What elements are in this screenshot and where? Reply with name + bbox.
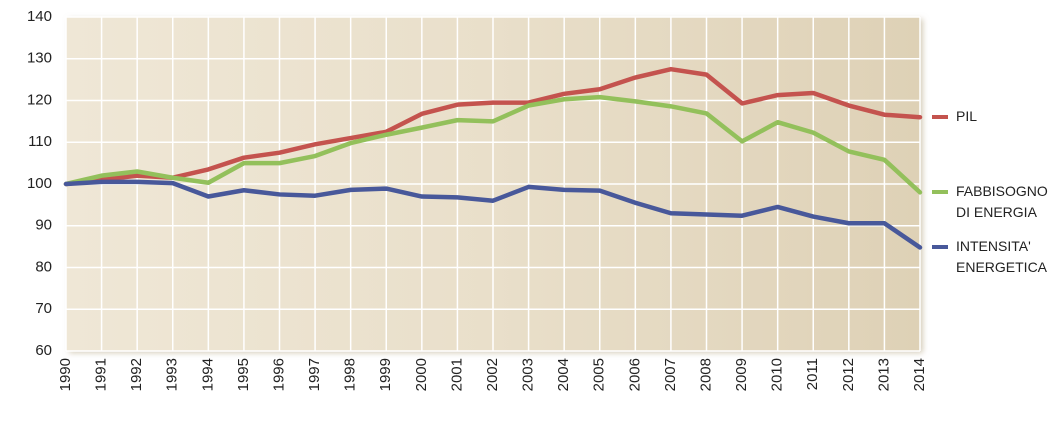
series-line [63,94,923,195]
x-tick-label: 2004 [555,358,572,391]
x-tick-label: 1995 [235,358,252,391]
x-tick-label: 1998 [342,358,359,391]
y-tick-label: 70 [35,300,52,317]
x-tick-label: 1992 [128,358,145,391]
legend-entry: FABBISOGNO DI ENERGIA [932,181,1057,223]
x-tick-label: 2003 [520,358,537,391]
x-tick-label: 2009 [733,358,750,391]
legend-label: FABBISOGNO DI ENERGIA [956,183,1048,221]
series-line [63,66,923,187]
y-tick-label: 60 [35,342,52,359]
legend-swatch [932,115,948,120]
x-tick-label: 2001 [448,358,465,391]
legend-swatch [932,190,948,195]
x-tick-label: 1996 [270,358,287,391]
y-tick-label: 120 [27,91,52,108]
y-tick-label: 80 [35,258,52,275]
x-tick-label: 2011 [804,358,821,390]
legend-label: INTENSITA' ENERGETICA [956,238,1048,276]
x-tick-label: 2013 [875,358,892,391]
x-tick-label: 2005 [591,358,608,391]
x-tick-label: 2014 [911,358,928,391]
x-tick-label: 1997 [306,358,323,391]
series-line [63,179,923,250]
x-tick-label: 1991 [93,358,110,391]
legend-entry: INTENSITA' ENERGETICA [932,236,1057,278]
x-tick-label: 2000 [413,358,430,391]
y-tick-label: 130 [27,50,52,67]
y-tick-label: 90 [35,217,52,234]
x-tick-label: 1994 [199,358,216,391]
x-tick-label: 2010 [769,358,786,391]
legend-entry: PIL [932,106,1057,127]
x-tick-label: 2008 [697,358,714,391]
legend-label: PIL [956,108,978,125]
x-tick-label: 2012 [840,358,857,391]
x-tick-label: 2002 [484,358,501,391]
x-tick-label: 2007 [662,358,679,391]
legend-swatch [932,245,948,250]
x-tick-label: 1993 [164,358,181,391]
y-tick-label: 110 [28,133,52,150]
y-tick-label: 100 [27,175,52,192]
x-tick-label: 1999 [377,358,394,391]
x-tick-label: 1990 [57,358,74,391]
x-tick-label: 2006 [626,358,643,391]
y-tick-label: 140 [27,8,52,25]
